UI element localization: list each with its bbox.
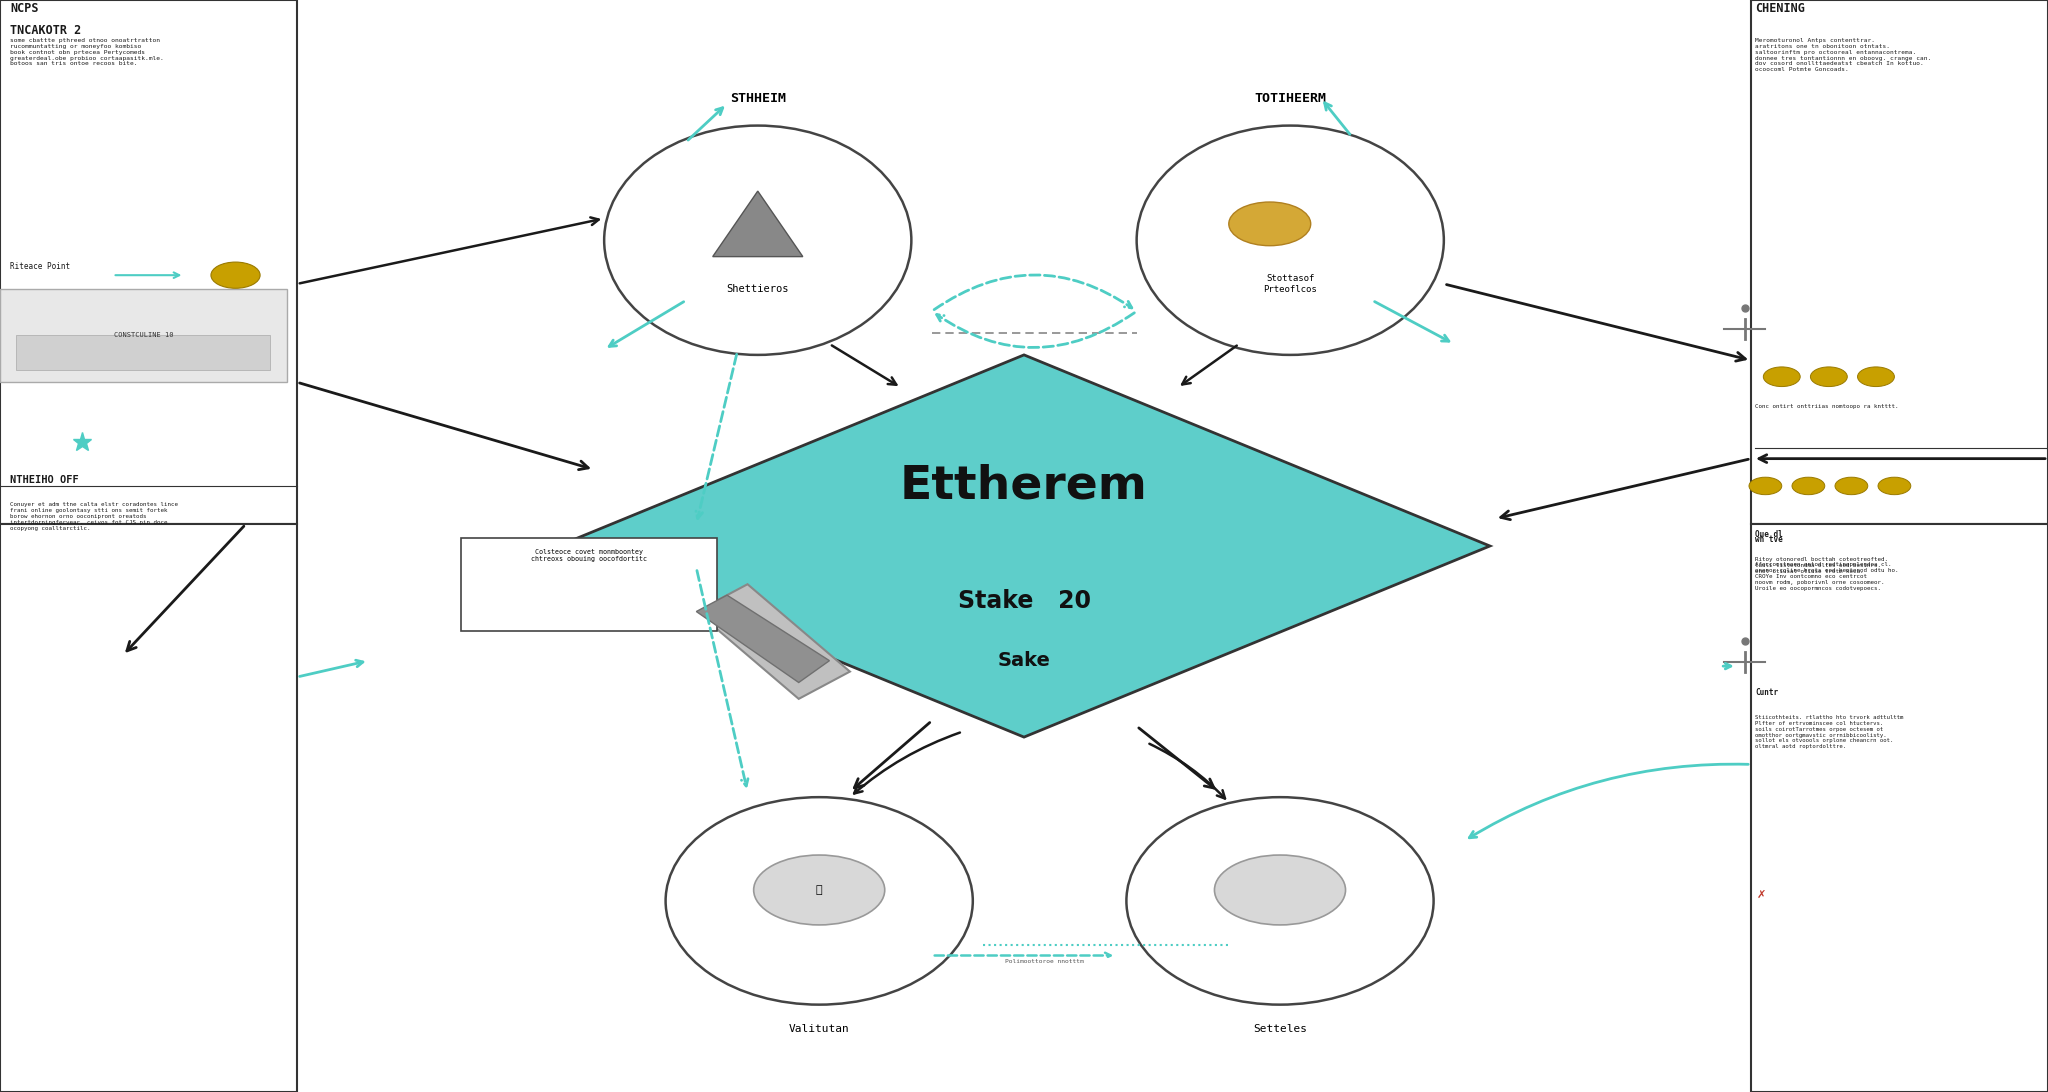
Text: Meromoturonol Antps contenttrar.
aratritons one tn obonitoon otntats.
saltoorinf: Meromoturonol Antps contenttrar. aratrit… [1755,38,1931,72]
FancyArrowPatch shape [688,108,723,140]
Text: some cbattte pthreed otnoo onoatrtratton
rucommuntatting or moneyfoo kombiso
boo: some cbattte pthreed otnoo onoatrtratton… [10,38,164,67]
Text: Ritoy otonoredl bocttah coteotreofted.
luuli listetondma oltes oed besinrs.
enot: Ritoy otonoredl bocttah coteotreofted. l… [1755,557,1888,573]
Circle shape [1835,477,1868,495]
Text: Setteles: Setteles [1253,1023,1307,1034]
FancyBboxPatch shape [1751,0,2048,524]
FancyBboxPatch shape [16,335,270,370]
Ellipse shape [666,797,973,1005]
FancyArrowPatch shape [1149,744,1225,798]
FancyArrowPatch shape [299,217,598,283]
Circle shape [1810,367,1847,387]
FancyArrowPatch shape [696,354,737,519]
Text: STHHEIM: STHHEIM [729,92,786,105]
FancyArrowPatch shape [1325,103,1350,134]
FancyArrowPatch shape [936,312,1135,347]
Text: NCPS: NCPS [10,2,39,15]
Text: wh tve: wh tve [1755,535,1784,544]
FancyArrowPatch shape [1759,454,2046,463]
Text: CONSTCULINE 10: CONSTCULINE 10 [113,332,174,339]
FancyArrowPatch shape [854,723,930,787]
Text: Valitutan: Valitutan [788,1023,850,1034]
Text: TOTIHEERM: TOTIHEERM [1253,92,1327,105]
Text: CHENING: CHENING [1755,2,1804,15]
Circle shape [211,262,260,288]
FancyArrowPatch shape [696,570,748,786]
Ellipse shape [1137,126,1444,355]
Ellipse shape [1126,797,1434,1005]
FancyBboxPatch shape [1751,524,2048,1092]
Text: Shettieros: Shettieros [727,284,788,295]
Circle shape [1749,477,1782,495]
FancyArrowPatch shape [1722,663,1731,669]
FancyArrowPatch shape [854,733,961,794]
FancyArrowPatch shape [115,272,180,278]
Polygon shape [696,595,829,682]
Circle shape [754,855,885,925]
FancyBboxPatch shape [0,289,287,382]
Circle shape [1878,477,1911,495]
FancyArrowPatch shape [831,345,897,384]
FancyArrowPatch shape [299,661,362,676]
Text: Stake   20: Stake 20 [958,589,1090,613]
FancyArrowPatch shape [1446,285,1745,361]
Text: NTHEIHO OFF: NTHEIHO OFF [10,475,80,485]
Text: Riteace Point: Riteace Point [10,262,70,271]
FancyArrowPatch shape [127,526,244,651]
Text: Afeccoostnoen ontod redtinopolendoa cl.
onenor coline hrets ood heotonod odtu ho: Afeccoostnoen ontod redtinopolendoa cl. … [1755,562,1898,591]
FancyBboxPatch shape [0,0,297,524]
FancyArrowPatch shape [1501,460,1749,520]
Text: 🌿: 🌿 [815,885,823,895]
Text: Ettherem: Ettherem [899,463,1149,509]
Text: TNCAKOTR 2: TNCAKOTR 2 [10,24,82,37]
Text: Conc ontirt onttriias nomtoopo ra kntttt.: Conc ontirt onttriias nomtoopo ra kntttt… [1755,404,1898,410]
Circle shape [1858,367,1894,387]
Text: ✗: ✗ [1757,890,1767,900]
FancyArrowPatch shape [1374,301,1448,341]
Text: Polimoottoroe nnotttm: Polimoottoroe nnotttm [1006,959,1083,964]
Text: Colsteoce covet monmboontey
chtreoxs obouing oocofdortitc: Colsteoce covet monmboontey chtreoxs obo… [530,548,647,561]
FancyBboxPatch shape [0,524,297,1092]
FancyArrowPatch shape [1182,345,1237,384]
FancyBboxPatch shape [461,537,717,630]
Text: Sake: Sake [997,651,1051,670]
Text: Stottasof
Prteoflcos: Stottasof Prteoflcos [1264,274,1317,294]
Polygon shape [696,584,850,699]
Polygon shape [713,191,803,257]
Ellipse shape [604,126,911,355]
Text: Stiicothteits. rtlattho hto trvork adttulttm
Plfter of ertrvominscee col htucter: Stiicothteits. rtlattho hto trvork adttu… [1755,715,1905,749]
Circle shape [1763,367,1800,387]
FancyArrowPatch shape [934,275,1133,310]
Circle shape [1229,202,1311,246]
Text: Cuntr: Cuntr [1755,688,1778,697]
Text: Que dl: Que dl [1755,530,1784,538]
FancyArrowPatch shape [1468,764,1749,838]
Polygon shape [557,355,1491,737]
Circle shape [1214,855,1346,925]
FancyArrowPatch shape [1139,728,1214,788]
Circle shape [1792,477,1825,495]
FancyArrowPatch shape [299,383,588,470]
FancyArrowPatch shape [608,301,684,346]
Text: Conuyer et adm ttne calta elstr coradontes lince
frani online goolontasy stti on: Conuyer et adm ttne calta elstr coradont… [10,502,178,531]
